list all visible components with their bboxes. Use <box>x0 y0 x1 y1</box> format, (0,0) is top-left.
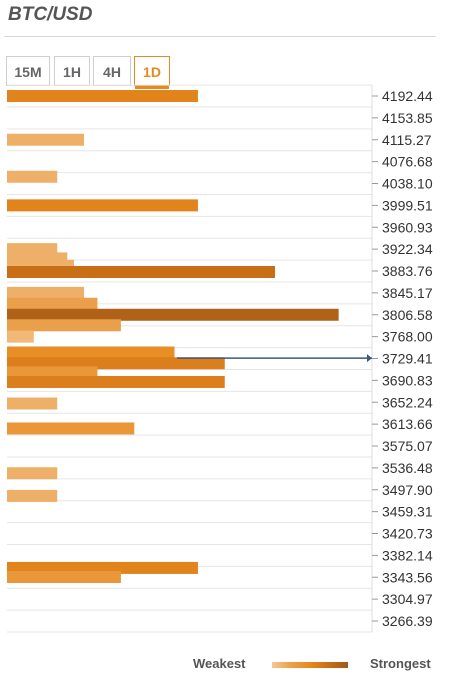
current-price-marker <box>177 354 372 363</box>
level-bar <box>7 330 34 343</box>
y-tick-label: 4115.27 <box>382 132 432 148</box>
confluence-chart: 4192.44 4153.85 4115.27 4076.68 4038.10 3999.… <box>7 84 433 633</box>
level-bar <box>7 90 198 102</box>
y-tick-label: 3999.51 <box>382 197 433 213</box>
level-bar <box>7 243 58 256</box>
level-bar <box>7 133 85 146</box>
level-bar <box>7 467 58 480</box>
y-tick-label: 3459.31 <box>382 504 433 520</box>
level-bar <box>7 252 68 265</box>
y-tick-label: 3266.39 <box>382 613 433 629</box>
level-bar <box>7 571 121 584</box>
y-tick-label: 3420.73 <box>382 526 433 542</box>
y-tick-label: 3536.48 <box>382 460 433 476</box>
y-tick-label: 3575.07 <box>382 438 433 454</box>
tab-4h[interactable]: 4H <box>93 56 131 86</box>
y-tick-label: 3382.14 <box>382 547 433 563</box>
y-tick-label: 3652.24 <box>382 394 433 410</box>
tab-15m[interactable]: 15M <box>6 56 50 86</box>
y-tick-label: 3806.58 <box>382 307 433 323</box>
y-tick-label: 4038.10 <box>382 176 433 192</box>
level-bar <box>7 375 225 388</box>
y-tick-label: 3690.83 <box>382 372 433 388</box>
y-tick-label: 4153.85 <box>382 110 433 126</box>
tab-1d[interactable]: 1D <box>134 56 170 89</box>
current-price-arrow <box>367 354 372 363</box>
level-bar <box>7 265 275 278</box>
tab-1h[interactable]: 1H <box>54 56 90 86</box>
y-tick-label: 3613.66 <box>382 416 433 432</box>
y-tick-label: 3922.34 <box>382 241 433 257</box>
level-bar <box>7 199 198 212</box>
price-tick-labels: 4192.44 4153.85 4115.27 4076.68 4038.10 3999.… <box>372 88 433 629</box>
level-bar <box>7 561 198 574</box>
y-tick-label: 3845.17 <box>382 285 433 301</box>
legend-weakest-label: Weakest <box>193 656 246 671</box>
y-tick-label: 3304.97 <box>382 591 433 607</box>
level-bar <box>7 489 58 502</box>
chart-title: BTC/USD <box>8 4 93 25</box>
level-bar <box>7 170 58 183</box>
grid-lines <box>7 84 373 633</box>
level-bar <box>7 346 175 359</box>
y-tick-label: 3768.00 <box>382 329 433 345</box>
level-bar <box>7 319 121 332</box>
y-tick-label: 3883.76 <box>382 263 433 279</box>
y-tick-label: 3960.93 <box>382 219 433 235</box>
level-bar <box>7 286 85 299</box>
y-tick-label: 4192.44 <box>382 88 433 104</box>
level-bar <box>7 357 225 370</box>
level-bar <box>7 308 339 321</box>
strength-legend: Weakest Strongest <box>0 650 450 676</box>
y-tick-label: 4076.68 <box>382 154 433 170</box>
y-tick-label: 3497.90 <box>382 482 433 498</box>
title-divider <box>4 36 436 37</box>
legend-gradient-bar <box>272 662 348 668</box>
y-tick-label: 3343.56 <box>382 569 433 585</box>
level-bar <box>7 397 58 410</box>
level-bar <box>7 422 135 435</box>
level-bar <box>7 297 98 310</box>
legend-strongest-label: Strongest <box>370 656 431 671</box>
bars-group <box>7 90 339 584</box>
level-bar <box>7 366 98 379</box>
y-tick-label: 3729.41 <box>382 351 433 367</box>
